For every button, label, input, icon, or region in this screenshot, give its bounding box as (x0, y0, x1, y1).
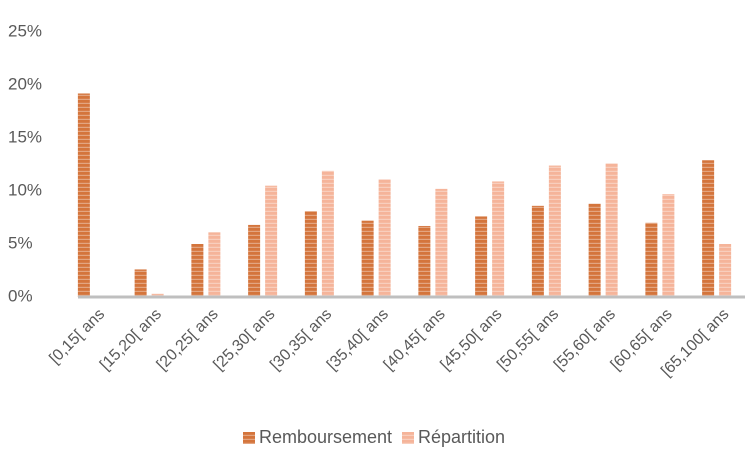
bar (702, 160, 715, 297)
legend-label: Remboursement (259, 427, 392, 447)
bar (418, 225, 431, 297)
bar (321, 170, 334, 297)
bar (304, 211, 317, 297)
bar (248, 224, 261, 297)
bar (134, 269, 147, 297)
bar (531, 205, 544, 297)
bar (605, 163, 618, 297)
legend-swatch (402, 432, 414, 444)
bar (548, 165, 561, 297)
bar (435, 188, 448, 297)
legend-swatch (243, 432, 255, 444)
y-tick-label: 10% (8, 180, 42, 199)
legend-label: Répartition (418, 427, 505, 447)
bar (645, 222, 658, 297)
bar (77, 93, 90, 297)
bar (662, 194, 675, 297)
y-tick-label: 20% (8, 74, 42, 93)
y-tick-label: 5% (8, 233, 33, 252)
bar (361, 220, 374, 297)
bar (378, 179, 391, 297)
bar (492, 181, 505, 297)
bar (151, 293, 164, 297)
bar (588, 203, 601, 297)
y-tick-label: 25% (8, 21, 42, 40)
bar (208, 232, 221, 297)
x-tick-label: [0,15[ ans (46, 306, 108, 368)
bar (475, 216, 488, 297)
bar (719, 244, 732, 297)
bar (191, 244, 204, 297)
bar (265, 185, 278, 297)
y-tick-label: 15% (8, 127, 42, 146)
y-tick-label: 0% (8, 286, 33, 305)
